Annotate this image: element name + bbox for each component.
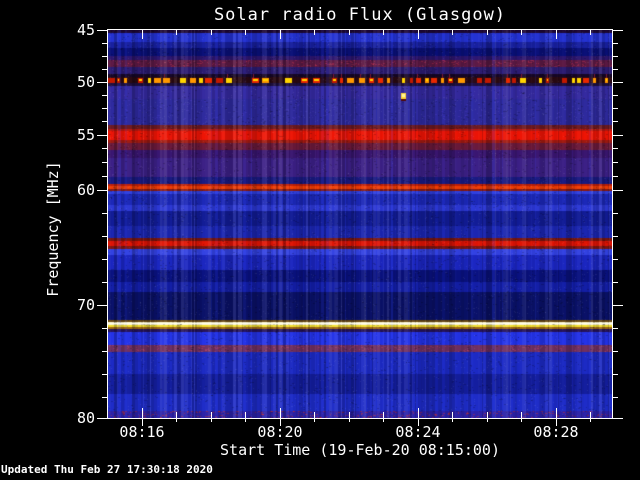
x-tick-label: 08:20 <box>257 423 303 441</box>
y-minor-tick <box>102 328 107 329</box>
x-minor-tick <box>521 412 522 422</box>
x-minor-tick <box>452 412 453 422</box>
y-minor-tick <box>102 162 107 163</box>
x-major-tick <box>556 30 557 39</box>
y-tick-label: 50 <box>76 73 95 91</box>
y-major-tick <box>613 82 623 83</box>
y-tick-label: 60 <box>76 181 95 199</box>
x-minor-tick <box>383 30 384 35</box>
y-minor-tick <box>102 69 107 70</box>
y-axis-title: Frequency [MHz] <box>44 161 62 297</box>
y-minor-tick <box>102 108 107 109</box>
x-tick-label: 08:28 <box>533 423 579 441</box>
y-major-tick <box>97 418 107 419</box>
x-major-tick <box>418 408 419 426</box>
chart-title: Solar radio Flux (Glasgow) <box>213 5 507 25</box>
x-axis-title: Start Time (19-Feb-20 08:15:00) <box>220 441 500 459</box>
y-minor-tick <box>102 397 107 398</box>
x-major-tick <box>280 408 281 426</box>
y-minor-tick <box>102 56 107 57</box>
x-minor-tick <box>383 412 384 422</box>
y-tick-label: 45 <box>76 21 95 39</box>
x-tick-label: 08:16 <box>119 423 165 441</box>
x-minor-tick <box>521 30 522 35</box>
y-minor-tick <box>613 148 618 149</box>
y-minor-tick <box>102 176 107 177</box>
x-minor-tick <box>590 412 591 422</box>
y-minor-tick <box>613 282 618 283</box>
y-major-tick <box>613 190 623 191</box>
x-minor-tick <box>314 412 315 422</box>
x-major-tick <box>556 408 557 426</box>
y-minor-tick <box>102 121 107 122</box>
x-minor-tick <box>245 412 246 422</box>
y-minor-tick <box>102 43 107 44</box>
x-minor-tick <box>176 412 177 422</box>
y-minor-tick <box>613 213 618 214</box>
y-minor-tick <box>613 374 618 375</box>
y-minor-tick <box>102 95 107 96</box>
y-minor-tick <box>613 43 618 44</box>
updated-timestamp: Updated Thu Feb 27 17:30:18 2020 <box>1 463 213 476</box>
y-minor-tick <box>613 236 618 237</box>
y-major-tick <box>97 135 107 136</box>
y-minor-tick <box>613 351 618 352</box>
y-major-tick <box>613 305 623 306</box>
y-major-tick <box>613 418 623 419</box>
x-minor-tick <box>487 412 488 422</box>
x-minor-tick <box>487 30 488 35</box>
y-minor-tick <box>102 148 107 149</box>
x-major-tick <box>280 30 281 39</box>
y-minor-tick <box>613 259 618 260</box>
x-minor-tick <box>349 412 350 422</box>
y-tick-label: 70 <box>76 296 95 314</box>
y-minor-tick <box>613 56 618 57</box>
y-major-tick <box>97 82 107 83</box>
y-major-tick <box>97 305 107 306</box>
y-minor-tick <box>613 328 618 329</box>
y-minor-tick <box>613 397 618 398</box>
y-minor-tick <box>613 108 618 109</box>
x-minor-tick <box>245 30 246 35</box>
y-minor-tick <box>613 176 618 177</box>
y-minor-tick <box>613 95 618 96</box>
x-minor-tick <box>211 412 212 422</box>
y-major-tick <box>97 190 107 191</box>
y-tick-label: 80 <box>76 409 95 427</box>
y-major-tick <box>613 30 623 31</box>
x-minor-tick <box>211 30 212 35</box>
spectrogram-canvas <box>108 30 612 418</box>
y-minor-tick <box>102 374 107 375</box>
spectrogram-plot-area <box>107 29 613 419</box>
y-major-tick <box>613 135 623 136</box>
y-minor-tick <box>613 69 618 70</box>
x-minor-tick <box>590 30 591 35</box>
x-minor-tick <box>314 30 315 35</box>
y-minor-tick <box>102 259 107 260</box>
x-tick-label: 08:24 <box>395 423 441 441</box>
x-major-tick <box>142 30 143 39</box>
x-major-tick <box>142 408 143 426</box>
y-minor-tick <box>102 351 107 352</box>
x-minor-tick <box>176 30 177 35</box>
y-minor-tick <box>102 282 107 283</box>
y-major-tick <box>97 30 107 31</box>
x-major-tick <box>418 30 419 39</box>
y-minor-tick <box>613 162 618 163</box>
x-minor-tick <box>349 30 350 35</box>
y-minor-tick <box>102 213 107 214</box>
x-minor-tick <box>452 30 453 35</box>
y-minor-tick <box>613 121 618 122</box>
y-minor-tick <box>102 236 107 237</box>
y-tick-label: 55 <box>76 126 95 144</box>
